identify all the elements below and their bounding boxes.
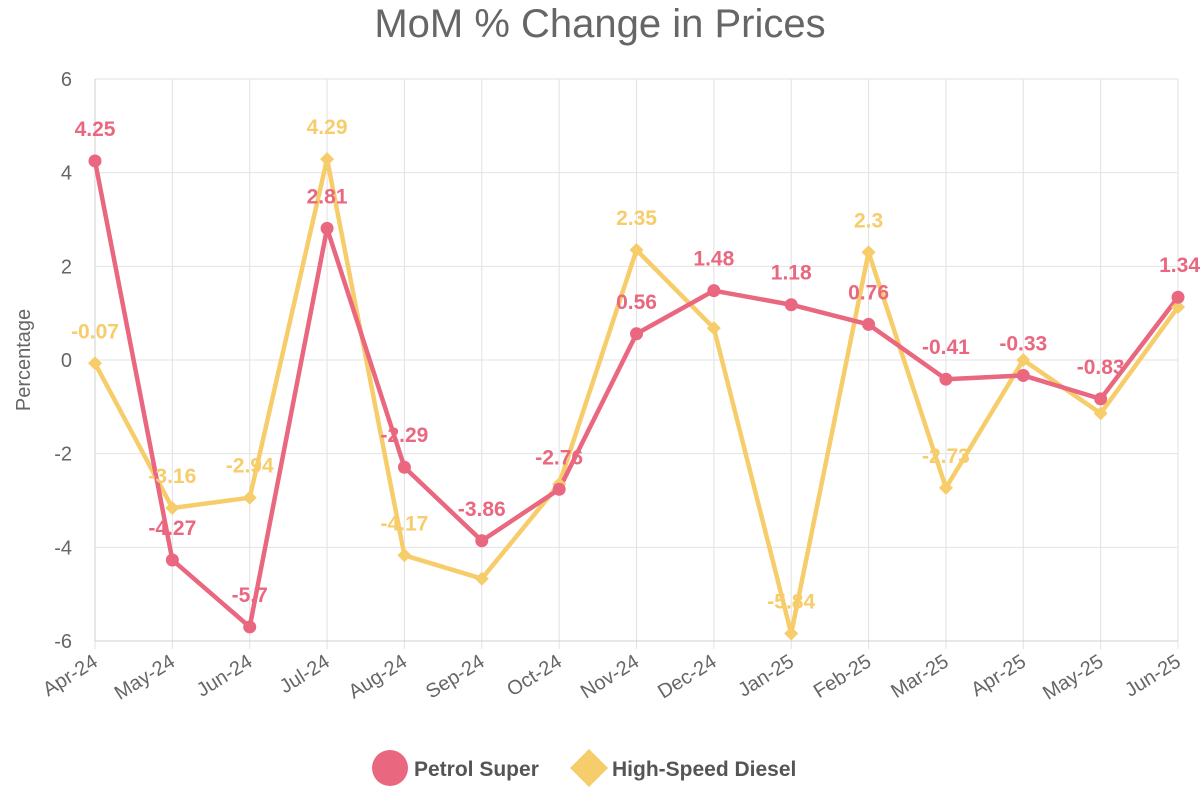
- data-point-high-speed-diesel: [784, 626, 799, 641]
- x-tick-label: Sep-24: [422, 651, 488, 704]
- data-label-high-speed-diesel: 2.35: [616, 207, 657, 230]
- data-label-petrol-super: 4.25: [75, 118, 116, 141]
- x-tick-label: Oct-24: [503, 651, 566, 701]
- x-tick-label: Apr-25: [967, 651, 1030, 701]
- data-point-high-speed-diesel: [1016, 353, 1031, 367]
- data-point-petrol-super: [165, 553, 179, 567]
- y-tick-label: 2: [61, 256, 72, 278]
- data-point-high-speed-diesel: [242, 490, 257, 505]
- data-point-petrol-super: [243, 620, 257, 634]
- y-tick-label: -4: [54, 537, 72, 559]
- data-label-petrol-super: -2.29: [380, 424, 428, 447]
- x-tick-label: Apr-24: [39, 651, 102, 701]
- data-label-petrol-super: 2.81: [307, 185, 348, 208]
- data-label-high-speed-diesel: -2.94: [226, 455, 274, 478]
- data-label-petrol-super: 1.34: [1159, 254, 1200, 277]
- data-point-high-speed-diesel: [397, 548, 412, 563]
- data-point-high-speed-diesel: [706, 321, 721, 336]
- x-tick-label: Aug-24: [345, 651, 411, 704]
- x-tick-label: Dec-24: [654, 651, 720, 704]
- x-tick-label: Jun-25: [1121, 651, 1185, 702]
- data-label-high-speed-diesel: -3.16: [148, 465, 196, 488]
- legend-marker-high-speed-diesel: [570, 749, 608, 787]
- data-point-petrol-super: [1094, 392, 1108, 406]
- data-point-petrol-super: [552, 482, 566, 496]
- data-point-high-speed-diesel: [629, 242, 644, 257]
- data-label-petrol-super: -5.7: [232, 584, 268, 607]
- y-tick-label: 4: [61, 163, 72, 185]
- data-label-petrol-super: 0.56: [616, 291, 657, 314]
- data-label-petrol-super: -0.41: [922, 336, 970, 359]
- data-point-high-speed-diesel: [861, 245, 876, 260]
- x-tick-label: Jun-24: [193, 651, 257, 702]
- data-point-high-speed-diesel: [938, 480, 953, 495]
- data-point-high-speed-diesel: [320, 152, 335, 167]
- data-label-petrol-super: 0.76: [848, 281, 889, 304]
- data-point-petrol-super: [475, 534, 489, 548]
- y-tick-label: -6: [54, 631, 72, 653]
- y-tick-label: 6: [61, 69, 72, 91]
- legend-label-petrol-super: Petrol Super: [414, 758, 539, 781]
- data-label-petrol-super: 1.48: [693, 248, 734, 271]
- data-point-high-speed-diesel: [1171, 300, 1185, 315]
- data-label-petrol-super: 1.18: [771, 262, 812, 285]
- data-point-high-speed-diesel: [474, 571, 489, 586]
- x-tick-label: Jul-24: [276, 651, 334, 699]
- x-tick-label: May-24: [111, 651, 179, 705]
- data-point-petrol-super: [630, 327, 643, 341]
- data-label-high-speed-diesel: -4.17: [380, 512, 428, 535]
- x-tick-label: Nov-24: [577, 651, 643, 704]
- data-label-high-speed-diesel: -0.07: [71, 320, 119, 343]
- data-label-petrol-super: -4.27: [148, 517, 196, 540]
- x-tick-label: Feb-25: [810, 651, 875, 703]
- data-point-petrol-super: [320, 221, 334, 235]
- legend-marker-petrol-super: [372, 750, 408, 786]
- y-tick-label: -2: [54, 444, 72, 466]
- data-point-petrol-super: [88, 154, 102, 168]
- chart-title: MoM % Change in Prices: [374, 2, 826, 46]
- data-label-high-speed-diesel: -5.84: [767, 591, 815, 614]
- legend-label-high-speed-diesel: High-Speed Diesel: [612, 758, 796, 781]
- y-axis-title: Percentage: [13, 309, 35, 411]
- data-label-petrol-super: -2.76: [535, 446, 583, 469]
- data-point-petrol-super: [707, 284, 721, 298]
- x-tick-label: Mar-25: [887, 651, 952, 703]
- x-tick-label: Jan-25: [734, 651, 798, 702]
- data-label-high-speed-diesel: -2.73: [922, 445, 970, 468]
- data-point-high-speed-diesel: [88, 356, 102, 371]
- data-label-petrol-super: -0.33: [999, 332, 1047, 355]
- data-point-petrol-super: [939, 372, 953, 386]
- data-point-high-speed-diesel: [1093, 406, 1108, 421]
- y-tick-label: 0: [61, 350, 72, 372]
- data-point-high-speed-diesel: [165, 500, 180, 515]
- data-label-high-speed-diesel: 2.3: [854, 209, 883, 232]
- data-label-petrol-super: -3.86: [458, 498, 506, 521]
- data-point-petrol-super: [784, 298, 798, 312]
- data-point-petrol-super: [1016, 368, 1030, 382]
- x-tick-label: May-25: [1039, 651, 1107, 705]
- data-point-petrol-super: [1171, 290, 1185, 304]
- data-point-petrol-super: [862, 317, 876, 331]
- data-point-petrol-super: [397, 460, 411, 474]
- data-label-petrol-super: -0.83: [1077, 356, 1125, 379]
- data-label-high-speed-diesel: 4.29: [307, 116, 348, 139]
